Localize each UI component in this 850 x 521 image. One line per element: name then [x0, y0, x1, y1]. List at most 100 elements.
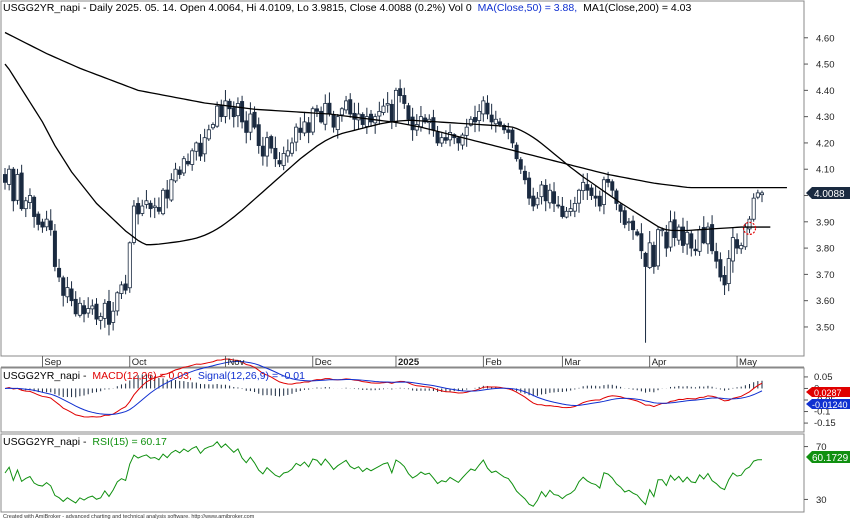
candle-body	[202, 137, 207, 155]
candle-body	[219, 105, 224, 118]
price-y-tick-label: 4.20	[816, 138, 835, 149]
candle-body	[518, 159, 523, 170]
price-badge-text: 4.0088	[814, 189, 845, 200]
price-series	[3, 31, 787, 343]
candle-body	[19, 172, 24, 210]
candle-body	[285, 150, 290, 157]
candle-body	[531, 195, 536, 207]
x-tick-label: Feb	[485, 357, 501, 368]
candle-body	[269, 136, 274, 149]
candle-body	[65, 287, 70, 298]
candle-body	[314, 108, 319, 112]
price-y-tick-label: 3.50	[816, 322, 835, 333]
candle-body	[260, 145, 265, 157]
candle-body	[668, 221, 673, 248]
candle-body	[631, 220, 636, 231]
candle-body	[377, 110, 382, 117]
candle-body	[626, 221, 631, 224]
candle-body	[664, 231, 669, 249]
x-tick-label: Dec	[315, 357, 332, 368]
candle-body	[448, 132, 453, 141]
candle-body	[552, 191, 557, 204]
candle-body	[493, 118, 498, 125]
price-y-tick-label: 3.80	[816, 244, 835, 255]
macd-header: USGG2YR_napi - MACD(12,26) = 0.03, Signa…	[3, 370, 305, 382]
candle-body	[735, 239, 740, 249]
candle-body	[564, 210, 569, 218]
candle-body	[726, 258, 731, 285]
candle-body	[635, 231, 640, 236]
candle-body	[443, 137, 448, 141]
candle-body	[685, 231, 690, 245]
candle-body	[410, 116, 415, 131]
candle-body	[339, 108, 344, 116]
candle-body	[464, 126, 469, 136]
candle-body	[198, 142, 203, 157]
candle-body	[639, 233, 644, 252]
candle-body	[227, 100, 232, 110]
candle-body	[393, 89, 398, 122]
price-badge-shape	[806, 187, 850, 199]
candle-body	[161, 189, 166, 215]
candle-body	[468, 118, 473, 126]
crossover-highlight	[742, 221, 757, 235]
candle-body	[751, 197, 756, 220]
x-tick-label: Sep	[44, 357, 61, 368]
rsi-y-tick-label: 70	[816, 442, 827, 453]
candle-body	[743, 226, 748, 248]
candle-body	[3, 174, 8, 183]
candle-body	[606, 178, 611, 183]
candle-body	[52, 230, 57, 267]
candle-body	[61, 277, 66, 296]
candle-body	[298, 127, 303, 133]
signal-line	[4, 360, 763, 415]
candle-body	[431, 117, 436, 131]
candle-body	[240, 101, 245, 123]
candle-body	[102, 302, 107, 319]
candle-body	[560, 205, 565, 217]
rsi-header: USGG2YR_napi - RSI(15) = 60.17	[3, 436, 167, 448]
candle-body	[381, 105, 386, 113]
price-y-tick-label: 3.60	[816, 296, 835, 307]
candle-body	[148, 202, 153, 210]
macd-series	[4, 358, 763, 418]
candle-body	[651, 244, 656, 267]
ma200-line	[4, 31, 787, 189]
candle-body	[622, 210, 627, 225]
candle-body	[123, 283, 128, 291]
price-badge: 4.0088	[806, 187, 850, 200]
candle-body	[281, 153, 286, 166]
candle-body	[331, 114, 336, 128]
macd-y-tick-label: 0.05	[814, 372, 833, 383]
candle-body	[82, 305, 87, 315]
ma50-line	[4, 63, 771, 246]
candle-body	[36, 213, 41, 225]
candle-body	[273, 147, 278, 160]
candle-body	[44, 218, 49, 228]
signal-badge-shape	[806, 399, 850, 409]
price-y-tick-label: 4.40	[816, 86, 835, 97]
candle-body	[714, 251, 719, 262]
candle-body	[156, 207, 161, 212]
macd-header-macd: MACD(12,26) = 0.03,	[92, 370, 192, 382]
candle-body	[656, 229, 661, 267]
candle-body	[456, 137, 461, 144]
candle-body	[210, 124, 215, 129]
candle-body	[136, 203, 141, 215]
candle-body	[294, 126, 299, 143]
candle-body	[32, 196, 37, 217]
candle-body	[73, 298, 78, 315]
rsi-panel-frame	[0, 433, 805, 513]
candle-body	[460, 134, 465, 146]
price-y-tick-label: 4.60	[816, 33, 835, 44]
candle-body	[589, 187, 594, 196]
candle-body	[389, 103, 394, 123]
macd-badge-shape	[806, 387, 850, 397]
candle-body	[369, 113, 374, 123]
macd-panel-frame	[0, 367, 805, 433]
candle-body	[576, 189, 581, 204]
candle-body	[344, 100, 349, 111]
candle-body	[215, 105, 220, 127]
candle-body	[739, 245, 744, 250]
